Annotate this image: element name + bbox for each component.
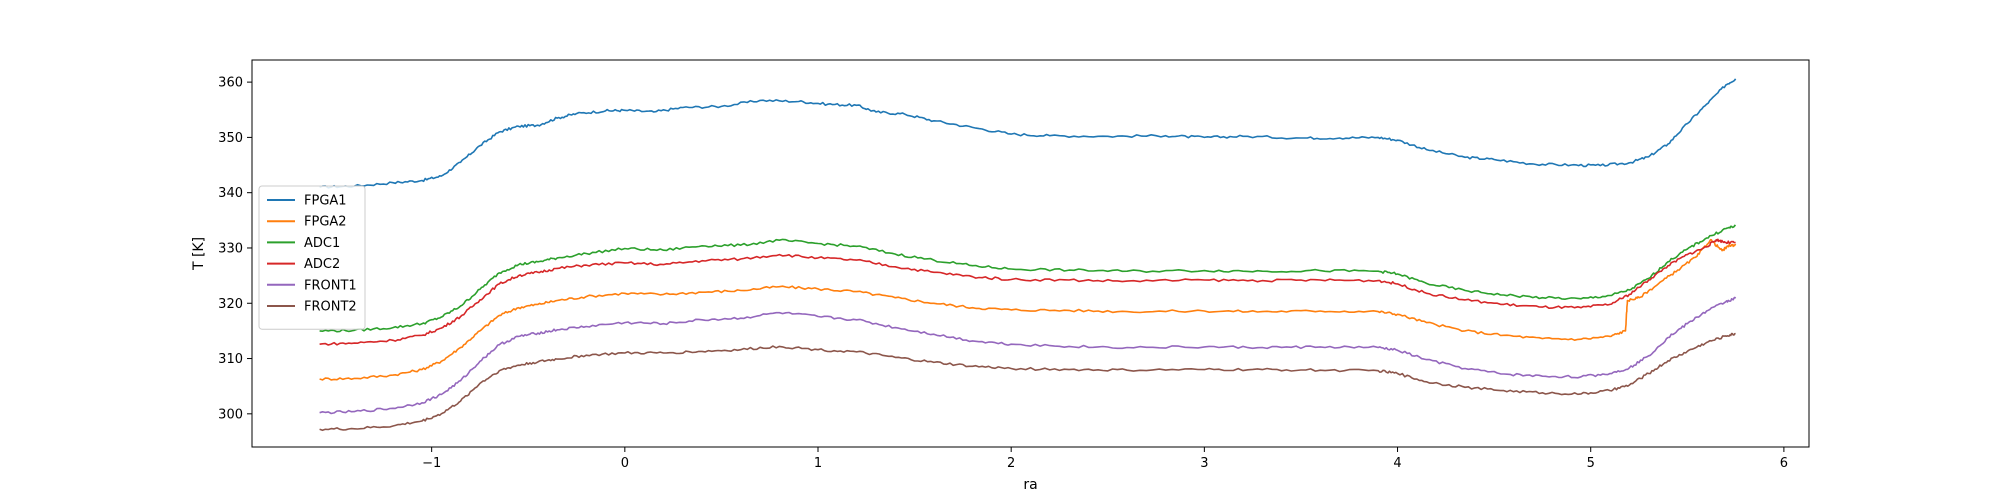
y-tick-label: 340 — [218, 186, 243, 201]
x-tick-label: 1 — [814, 456, 822, 471]
series-layer — [319, 78, 1737, 432]
x-tick-label: −1 — [422, 456, 441, 471]
series-line-fpga1 — [319, 78, 1737, 189]
y-tick-label: 320 — [218, 297, 243, 312]
y-tick-label: 330 — [218, 241, 243, 256]
x-tick-label: 5 — [1587, 456, 1595, 471]
series-line-adc2 — [319, 238, 1736, 346]
series-line-front1 — [319, 296, 1737, 415]
legend-label-fpga2: FPGA2 — [304, 215, 347, 230]
x-axis: −1 0 1 2 3 4 5 6 — [422, 447, 1788, 471]
legend-label-adc2: ADC2 — [304, 257, 340, 272]
y-tick-label: 350 — [218, 131, 243, 146]
y-axis-label: T [K] — [191, 237, 207, 271]
x-tick-label: 6 — [1780, 456, 1788, 471]
plot-frame — [251, 59, 1810, 448]
x-tick-label: 4 — [1393, 456, 1401, 471]
x-tick-label: 2 — [1007, 456, 1015, 471]
y-tick-label: 300 — [218, 407, 243, 422]
y-tick-label: 310 — [218, 352, 243, 367]
x-tick-label: 0 — [621, 456, 629, 471]
legend-label-front1: FRONT1 — [304, 278, 357, 293]
y-axis: 300 310 320 330 340 350 360 — [218, 76, 252, 422]
series-line-fpga2 — [319, 238, 1737, 381]
legend-label-fpga1: FPGA1 — [304, 194, 347, 209]
x-tick-label: 3 — [1200, 456, 1208, 471]
legend-label-adc1: ADC1 — [304, 236, 340, 251]
series-line-front2 — [319, 332, 1736, 432]
series-line-adc1 — [319, 224, 1737, 333]
legend: FPGA1 FPGA2 ADC1 ADC2 FRONT1 FRONT2 — [258, 185, 366, 330]
x-axis-label: ra — [1023, 477, 1037, 493]
y-tick-label: 360 — [218, 76, 243, 91]
legend-label-front2: FRONT2 — [304, 300, 357, 315]
